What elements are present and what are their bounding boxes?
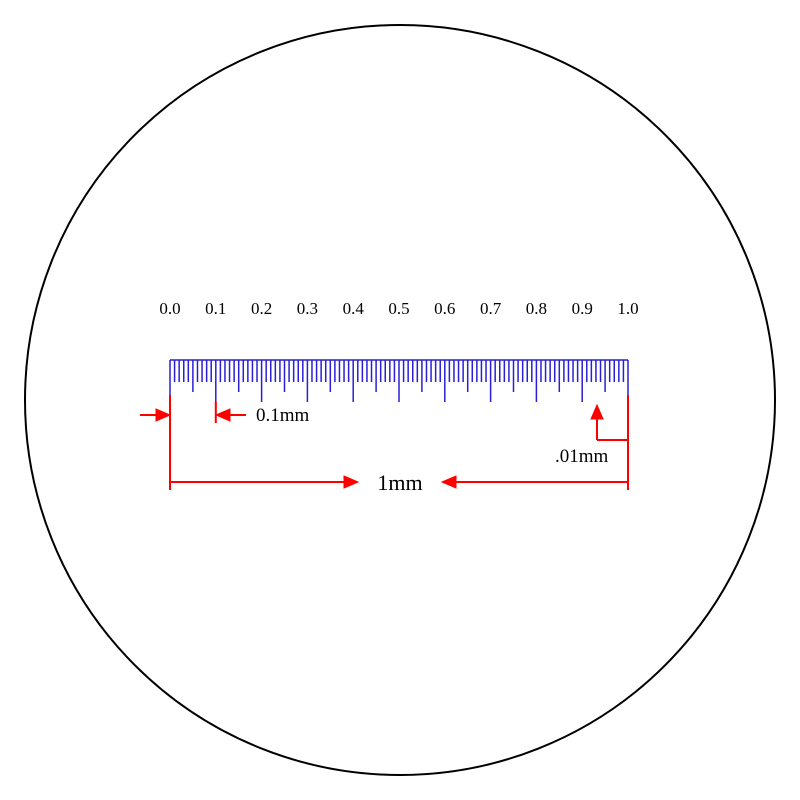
ruler-label: 0.4 xyxy=(343,299,365,318)
ruler-label: 0.9 xyxy=(572,299,593,318)
ruler-label: 0.0 xyxy=(159,299,180,318)
ruler-label: 0.3 xyxy=(297,299,318,318)
point1mm-label: 0.1mm xyxy=(256,405,310,426)
ruler-label: 0.8 xyxy=(526,299,547,318)
ruler-label: 1.0 xyxy=(617,299,638,318)
point01mm-label: .01mm xyxy=(555,446,609,467)
ruler-label: 0.5 xyxy=(388,299,409,318)
ruler-label: 0.7 xyxy=(480,299,502,318)
ruler-label: 0.2 xyxy=(251,299,272,318)
one-mm-label: 1mm xyxy=(377,470,422,495)
ruler-label: 0.6 xyxy=(434,299,455,318)
ruler-label: 0.1 xyxy=(205,299,226,318)
background xyxy=(0,0,800,800)
